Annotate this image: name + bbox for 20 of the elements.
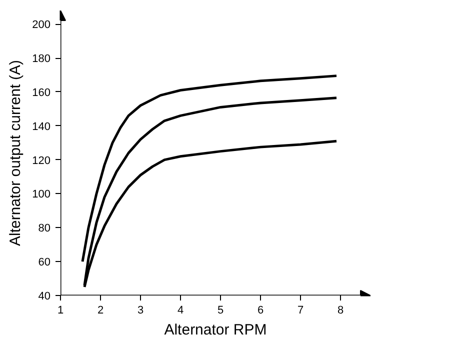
- y-tick-label: 40: [38, 290, 51, 302]
- y-tick-label: 120: [32, 154, 51, 167]
- y-tick-label: 180: [32, 53, 51, 65]
- y-tick-label: 60: [38, 256, 51, 269]
- y-tick-label: 200: [32, 19, 51, 32]
- x-tick-label: 5: [217, 304, 224, 316]
- x-tick-label: 7: [297, 304, 304, 316]
- x-tick-label: 8: [337, 304, 344, 316]
- line-series: [81, 74, 338, 263]
- x-tick-label: 4: [177, 304, 184, 316]
- x-tick-label: 3: [137, 304, 144, 316]
- y-tick-label: 140: [32, 120, 51, 133]
- y-tick-label: 80: [38, 222, 51, 235]
- x-axis-title: Alternator RPM: [164, 322, 267, 338]
- y-tick-label: 100: [32, 188, 51, 201]
- x-tick-label: 2: [97, 304, 104, 316]
- y-tick-label: 160: [32, 86, 51, 99]
- x-tick-label: 6: [257, 304, 264, 316]
- y-axis-title: Alternator output current (A): [7, 60, 24, 246]
- x-tick-label: 1: [57, 304, 64, 316]
